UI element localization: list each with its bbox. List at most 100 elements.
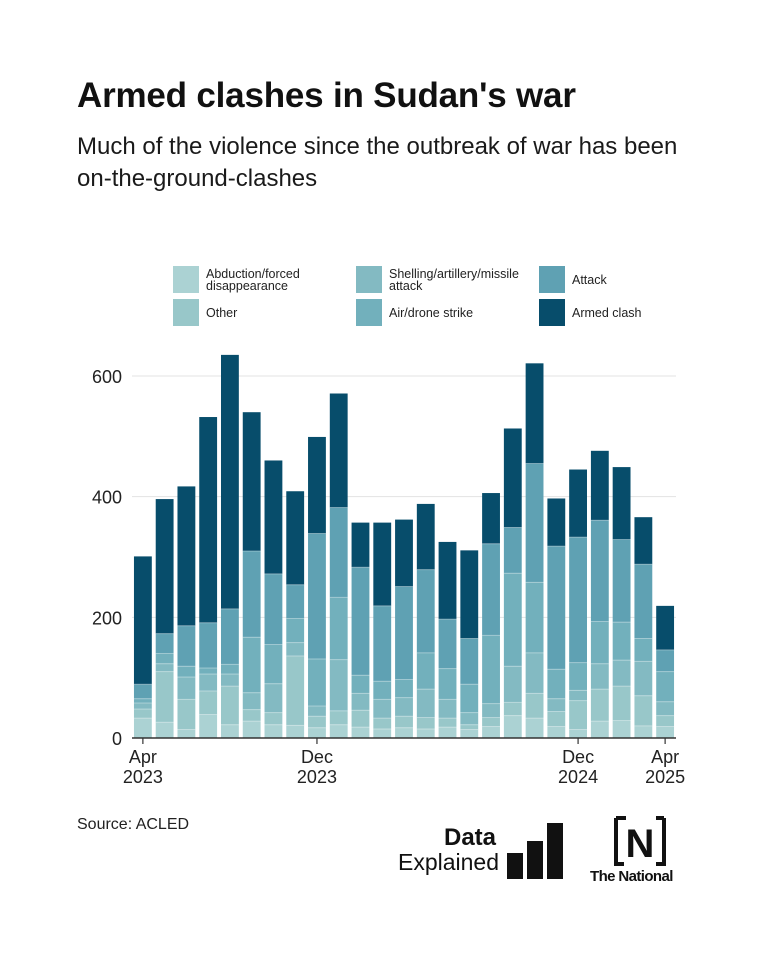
legend-label: Armed clash	[572, 306, 642, 320]
bar-segment-attack	[133, 684, 152, 699]
y-tick-label: 600	[92, 367, 122, 387]
bar-segment-abduction	[264, 724, 283, 738]
bar-segment-air-drone	[395, 679, 413, 698]
bar-segment-armed-clash	[482, 493, 500, 544]
bar-segment-other	[460, 724, 479, 730]
bar-segment-other	[525, 693, 544, 719]
bar-segment-attack	[438, 619, 457, 669]
bar-segment-shelling	[155, 663, 174, 672]
legend-swatch-other	[173, 299, 199, 326]
bar-segment-armed-clash	[395, 519, 413, 587]
bar-chart-logo-icon	[507, 823, 567, 879]
bar-segment-abduction	[329, 724, 348, 738]
y-tick-label: 400	[92, 488, 122, 508]
bar-segment-other	[612, 686, 631, 721]
x-tick-label-month: Dec	[562, 747, 594, 767]
bar-segment-armed-clash	[569, 469, 587, 538]
bar-segment-shelling	[221, 674, 239, 687]
bar-segment-shelling	[133, 703, 152, 710]
bar-segment-armed-clash	[308, 436, 326, 534]
bar-segment-shelling	[612, 660, 631, 687]
bar-segment-attack	[525, 463, 544, 583]
bar-segment-armed-clash	[351, 522, 370, 568]
bar-segment-abduction	[395, 727, 413, 738]
bar-segment-air-drone	[329, 597, 348, 660]
bar-segment-air-drone	[416, 652, 435, 690]
legend-label: Shelling/artillery/missile attack	[389, 267, 519, 293]
y-tick-label: 200	[92, 608, 122, 628]
bar-segment-attack	[199, 622, 218, 669]
bar-segment-other	[351, 710, 370, 728]
bar-segment-attack	[242, 550, 261, 638]
bar-segment-armed-clash	[155, 499, 174, 634]
bar-segment-shelling	[569, 690, 587, 701]
bar-segment-air-drone	[503, 573, 522, 667]
bar-segment-other	[242, 709, 261, 722]
bar-segment-attack	[177, 625, 196, 667]
bar-segment-abduction	[590, 721, 609, 738]
legend-label: Other	[206, 306, 237, 320]
bar-segment-attack	[634, 564, 653, 639]
bar-segment-air-drone	[308, 658, 326, 707]
chart-title: Armed clashes in Sudan's war	[77, 76, 576, 115]
bar-segment-abduction	[438, 727, 457, 738]
bar-segment-air-drone	[525, 582, 544, 653]
bar-segment-abduction	[242, 721, 261, 738]
bar-segment-armed-clash	[329, 393, 348, 508]
bar-segment-abduction	[133, 718, 152, 738]
legend-label-line: Armed clash	[572, 306, 642, 320]
bar-segment-attack	[460, 638, 479, 685]
bar-segment-shelling	[656, 701, 675, 716]
bar-segment-other	[308, 716, 326, 728]
legend-label-line: Shelling/artillery/missile	[389, 267, 519, 281]
x-tick-label-month: Apr	[129, 747, 157, 767]
bar-segment-attack	[329, 507, 348, 598]
bar-segment-armed-clash	[503, 428, 522, 528]
bar-segment-other	[155, 671, 174, 723]
bar-segment-shelling	[503, 666, 522, 703]
bar-segment-abduction	[547, 726, 566, 738]
bar-segment-attack	[155, 633, 174, 654]
bar-segment-abduction	[612, 720, 631, 738]
chart-subtitle: Much of the violence since the outbreak …	[77, 133, 678, 192]
bar-segment-attack	[416, 569, 435, 653]
bar-segment-air-drone	[177, 666, 196, 678]
legend-label: Air/drone strike	[389, 306, 473, 320]
bar-segment-abduction	[482, 726, 500, 738]
bar-segment-other	[634, 695, 653, 726]
bar-segment-shelling	[373, 699, 392, 719]
bar-segment-armed-clash	[460, 550, 479, 639]
bar-segment-armed-clash	[221, 354, 239, 609]
bar-segment-air-drone	[569, 662, 587, 691]
bar-segment-abduction	[569, 729, 587, 738]
bar-segment-shelling	[438, 699, 457, 719]
bar-segment-armed-clash	[177, 486, 196, 626]
bar-segment-attack	[373, 605, 392, 682]
bar-segment-attack	[286, 584, 305, 619]
bar-segment-abduction	[221, 724, 239, 738]
bar-segment-attack	[569, 537, 587, 663]
bar-segment-other	[503, 702, 522, 716]
bar-segment-armed-clash	[133, 556, 152, 685]
bar-segment-shelling	[351, 693, 370, 711]
bar-segment-air-drone	[612, 622, 631, 661]
legend-label: Attack	[572, 273, 607, 287]
bar-segment-armed-clash	[656, 605, 675, 650]
bar-segment-attack	[503, 527, 522, 574]
bar-segment-shelling	[482, 703, 500, 718]
the-national-wordmark: The National	[590, 868, 673, 885]
bar-segment-shelling	[525, 652, 544, 694]
bar-segment-armed-clash	[612, 467, 631, 540]
bar-segment-air-drone	[547, 669, 566, 699]
bar-segment-abduction	[373, 728, 392, 738]
bar-segment-abduction	[177, 729, 196, 738]
bar-segment-air-drone	[482, 635, 500, 704]
bar-segment-air-drone	[438, 668, 457, 700]
bar-segment-other	[547, 711, 566, 727]
bar-segment-air-drone	[590, 621, 609, 664]
bar-segment-shelling	[242, 692, 261, 710]
bar-segment-shelling	[308, 706, 326, 717]
bar-segment-shelling	[460, 712, 479, 725]
bar-segment-shelling	[264, 683, 283, 713]
